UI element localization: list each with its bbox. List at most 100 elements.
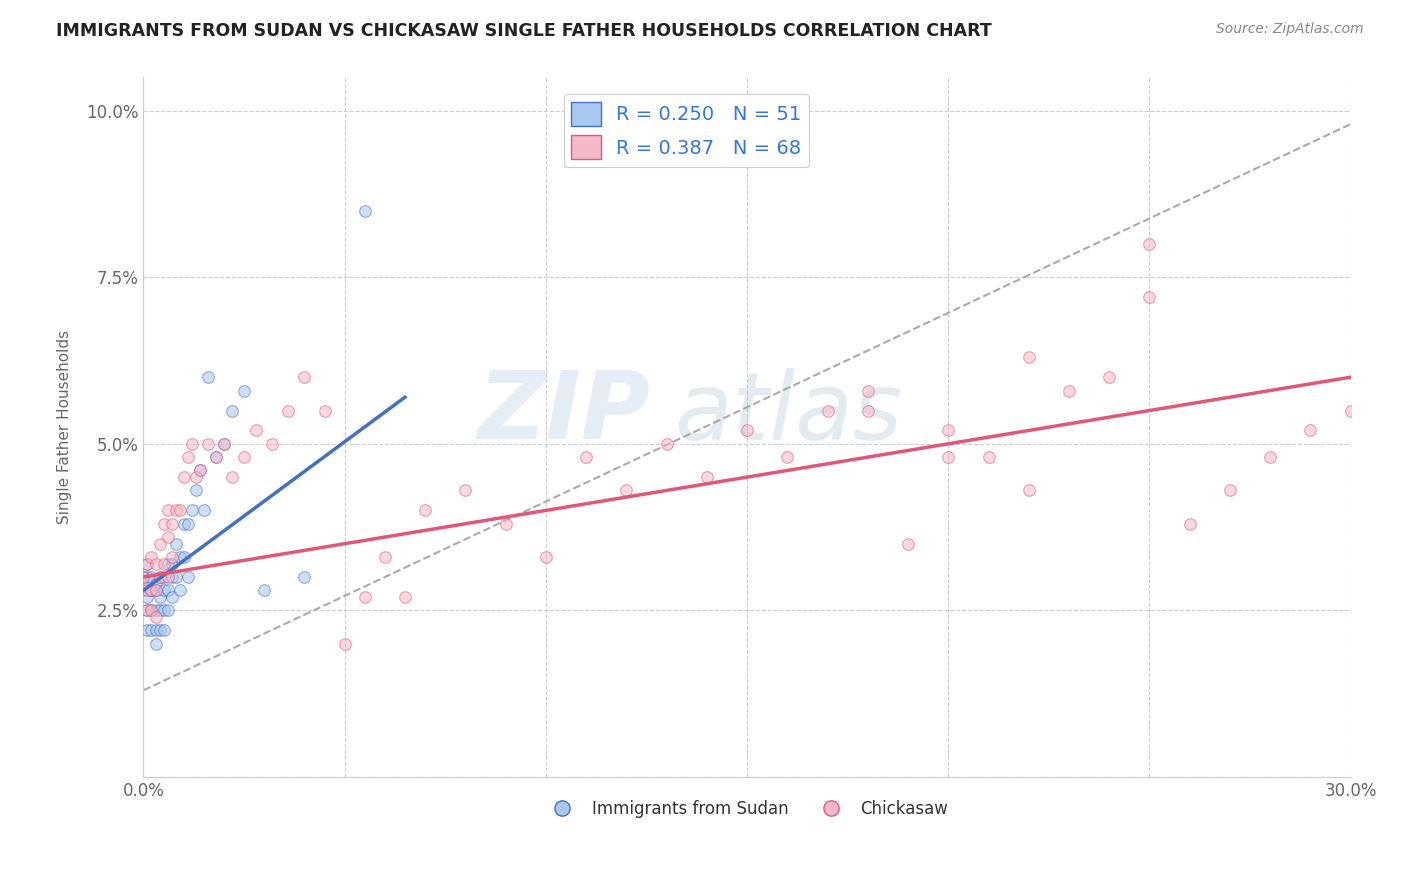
Point — [292, 570, 315, 584]
Point — [245, 424, 267, 438]
Point — [1340, 403, 1362, 417]
Point — [132, 570, 155, 584]
Point — [1057, 384, 1080, 398]
Point — [156, 603, 179, 617]
Point — [145, 603, 167, 617]
Point — [148, 590, 170, 604]
Point — [534, 549, 557, 564]
Point — [197, 370, 219, 384]
Point — [1219, 483, 1241, 498]
Point — [1258, 450, 1281, 464]
Point — [936, 424, 959, 438]
Point — [136, 583, 159, 598]
Point — [145, 637, 167, 651]
Point — [180, 437, 202, 451]
Point — [188, 463, 211, 477]
Point — [160, 557, 183, 571]
Point — [977, 450, 1000, 464]
Point — [165, 503, 187, 517]
Point — [152, 583, 174, 598]
Point — [165, 537, 187, 551]
Point — [176, 570, 198, 584]
Point — [148, 570, 170, 584]
Point — [141, 583, 163, 598]
Point — [136, 557, 159, 571]
Point — [152, 624, 174, 638]
Point — [253, 583, 276, 598]
Point — [173, 516, 195, 531]
Point — [1139, 237, 1161, 252]
Y-axis label: Single Father Households: Single Father Households — [58, 330, 72, 524]
Point — [897, 537, 920, 551]
Point — [233, 384, 256, 398]
Point — [156, 570, 179, 584]
Point — [655, 437, 678, 451]
Point — [413, 503, 436, 517]
Point — [145, 583, 167, 598]
Point — [141, 603, 163, 617]
Point — [141, 603, 163, 617]
Point — [160, 590, 183, 604]
Point — [136, 624, 159, 638]
Point — [180, 503, 202, 517]
Point — [277, 403, 299, 417]
Point — [136, 603, 159, 617]
Point — [454, 483, 477, 498]
Point — [495, 516, 517, 531]
Point — [176, 450, 198, 464]
Point — [169, 503, 191, 517]
Point — [145, 557, 167, 571]
Text: ZIP: ZIP — [478, 368, 651, 459]
Text: atlas: atlas — [675, 368, 903, 458]
Point — [614, 483, 637, 498]
Point — [148, 537, 170, 551]
Point — [233, 450, 256, 464]
Point — [145, 583, 167, 598]
Point — [353, 203, 375, 218]
Point — [262, 437, 284, 451]
Point — [696, 470, 718, 484]
Point — [136, 603, 159, 617]
Point — [1018, 483, 1040, 498]
Point — [1018, 350, 1040, 364]
Point — [292, 370, 315, 384]
Point — [856, 384, 879, 398]
Point — [1178, 516, 1201, 531]
Point — [152, 557, 174, 571]
Point — [141, 583, 163, 598]
Point — [136, 570, 159, 584]
Point — [205, 450, 228, 464]
Point — [173, 549, 195, 564]
Point — [160, 570, 183, 584]
Point — [160, 549, 183, 564]
Point — [136, 590, 159, 604]
Text: Source: ZipAtlas.com: Source: ZipAtlas.com — [1216, 22, 1364, 37]
Point — [817, 403, 839, 417]
Point — [152, 603, 174, 617]
Point — [212, 437, 235, 451]
Text: IMMIGRANTS FROM SUDAN VS CHICKASAW SINGLE FATHER HOUSEHOLDS CORRELATION CHART: IMMIGRANTS FROM SUDAN VS CHICKASAW SINGL… — [56, 22, 993, 40]
Point — [132, 583, 155, 598]
Point — [575, 450, 598, 464]
Point — [156, 583, 179, 598]
Point — [165, 570, 187, 584]
Point — [735, 424, 758, 438]
Legend: Immigrants from Sudan, Chickasaw: Immigrants from Sudan, Chickasaw — [538, 793, 955, 824]
Point — [141, 583, 163, 598]
Point — [936, 450, 959, 464]
Point — [333, 637, 356, 651]
Point — [141, 570, 163, 584]
Point — [145, 610, 167, 624]
Point — [1299, 424, 1322, 438]
Point — [212, 437, 235, 451]
Point — [145, 624, 167, 638]
Point — [160, 516, 183, 531]
Point — [156, 530, 179, 544]
Point — [141, 624, 163, 638]
Point — [148, 603, 170, 617]
Point — [148, 624, 170, 638]
Point — [173, 470, 195, 484]
Point — [776, 450, 799, 464]
Point — [132, 570, 155, 584]
Point — [221, 403, 243, 417]
